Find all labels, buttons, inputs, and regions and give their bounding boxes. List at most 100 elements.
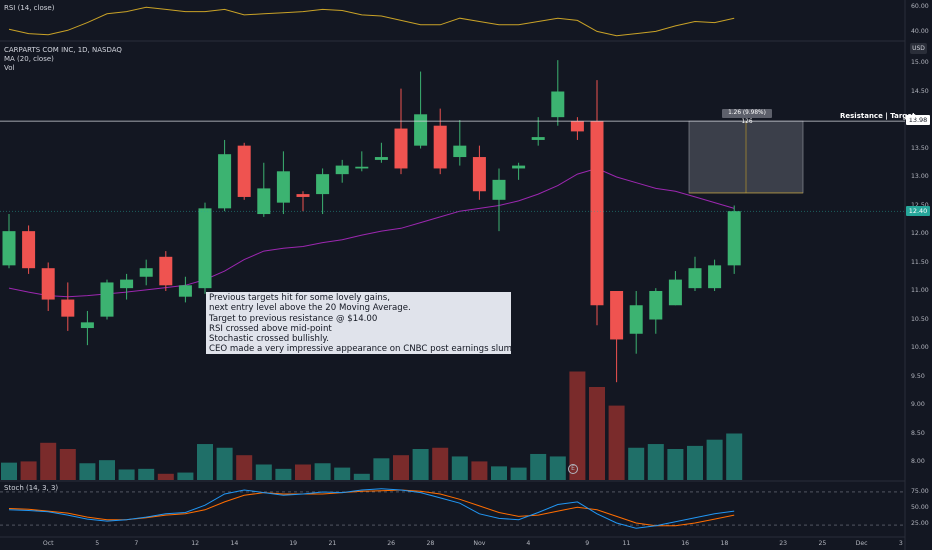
- ma-label: MA (20, close): [4, 55, 54, 63]
- volume-bar: [59, 449, 76, 480]
- volume-bar: [118, 469, 135, 480]
- candle-body: [80, 322, 94, 329]
- rsi-tick: 40.00: [911, 28, 929, 35]
- candle-body: [668, 279, 682, 306]
- time-tick-label: 23: [779, 540, 788, 547]
- time-tick-label: 11: [622, 540, 631, 547]
- time-tick-label: 5: [95, 540, 100, 547]
- price-tick-label: 11.00: [911, 287, 929, 294]
- resistance-price-badge: 13.98: [906, 115, 930, 125]
- annotation-note[interactable]: Previous targets hit for some lovely gai…: [206, 292, 511, 354]
- rsi-tick: 60.00: [911, 3, 929, 10]
- price-tick-label: 15.00: [911, 59, 929, 66]
- candle-body: [570, 121, 584, 132]
- last-price-badge: 12.40: [906, 206, 930, 216]
- volume-bar: [236, 455, 253, 480]
- time-tick-label: 12: [191, 540, 200, 547]
- volume-bar: [510, 467, 527, 480]
- volume-bar: [373, 458, 390, 480]
- volume-bar: [99, 460, 115, 480]
- currency-badge[interactable]: USD: [910, 43, 927, 54]
- price-tick-label: 10.50: [911, 315, 929, 323]
- candle-body: [276, 171, 290, 203]
- candle-body: [257, 188, 271, 215]
- time-tick-label: 19: [289, 540, 298, 547]
- candle-body: [394, 128, 408, 169]
- volume-bar: [197, 444, 213, 480]
- volume-bar: [432, 447, 449, 480]
- rsi-line: [8, 6, 735, 37]
- candle-body: [120, 279, 134, 289]
- price-tick-label: 13.00: [911, 173, 929, 180]
- candle-body: [414, 114, 428, 146]
- time-tick-label: 26: [387, 540, 396, 547]
- time-tick-label: 3: [898, 540, 903, 547]
- time-tick-label: 25: [818, 540, 827, 547]
- volume-bar: [451, 456, 468, 480]
- resistance-label: Resistance | Target: [840, 112, 916, 120]
- volume-bar: [295, 464, 311, 480]
- volume-bar: [275, 468, 292, 480]
- rsi-label: RSI (14, close): [4, 4, 55, 12]
- volume-bar: [255, 464, 272, 480]
- price-tick-label: 10.00: [911, 344, 929, 351]
- volume-bar: [79, 463, 96, 480]
- candle-body: [237, 145, 251, 197]
- candle-body: [610, 291, 624, 340]
- price-tick-label: 13.50: [911, 144, 929, 152]
- candle-body: [22, 231, 36, 269]
- candle-body: [727, 211, 741, 266]
- candle-body: [590, 121, 604, 306]
- candle-body: [374, 157, 388, 160]
- time-tick-label: 7: [134, 540, 139, 547]
- candle-body: [100, 282, 114, 317]
- stoch-tick: 50.00: [911, 504, 929, 511]
- time-tick-label: 18: [720, 540, 729, 547]
- price-tick-label: 8.00: [911, 458, 925, 465]
- time-tick-label: Oct: [42, 540, 54, 547]
- candle-body: [218, 154, 232, 209]
- price-tick-label: 8.50: [911, 429, 925, 437]
- volume-bar: [549, 456, 566, 480]
- candle-body: [41, 268, 55, 300]
- ma-line: [8, 167, 735, 298]
- volume-bar: [569, 371, 586, 480]
- volume-bar: [491, 466, 507, 480]
- candle-body: [472, 157, 486, 192]
- candle-body: [178, 285, 192, 297]
- stoch-label: Stoch (14, 3, 3): [4, 484, 59, 492]
- price-tick-label: 12.00: [911, 230, 929, 237]
- price-tick-label: 9.50: [911, 372, 925, 380]
- time-tick-label: 4: [526, 540, 531, 547]
- candle-body: [708, 265, 722, 289]
- volume-bar: [1, 462, 17, 480]
- volume-bar: [687, 445, 703, 480]
- volume-bar: [608, 405, 625, 480]
- volume-bar: [314, 463, 331, 480]
- candle-body: [512, 165, 526, 169]
- candle-body: [551, 91, 565, 118]
- volume-bar: [40, 442, 57, 480]
- price-tick-label: 11.50: [911, 258, 929, 266]
- price-tick-label: 12.50: [911, 201, 929, 209]
- volume-bar: [471, 461, 488, 480]
- price-tick-label: 9.00: [911, 401, 925, 408]
- earnings-marker-icon[interactable]: E: [568, 464, 578, 474]
- note-line: CEO made a very impressive appearance on…: [209, 344, 511, 354]
- candle-body: [355, 166, 369, 169]
- time-tick-label: 21: [328, 540, 337, 547]
- volume-bar: [334, 467, 351, 480]
- note-line: RSI crossed above mid-point: [209, 323, 332, 334]
- volume-bar: [726, 433, 743, 480]
- volume-bar: [706, 439, 723, 480]
- candle-body: [649, 291, 663, 320]
- volume-label: Vol: [4, 64, 15, 72]
- time-tick-label: Dec: [855, 540, 868, 547]
- candle-body: [198, 208, 212, 289]
- note-line: Target to previous resistance @ $14.00: [209, 313, 378, 324]
- candle-body: [629, 305, 643, 334]
- volume-bar: [157, 473, 174, 480]
- candle-body: [335, 165, 349, 175]
- candle-body: [2, 231, 16, 266]
